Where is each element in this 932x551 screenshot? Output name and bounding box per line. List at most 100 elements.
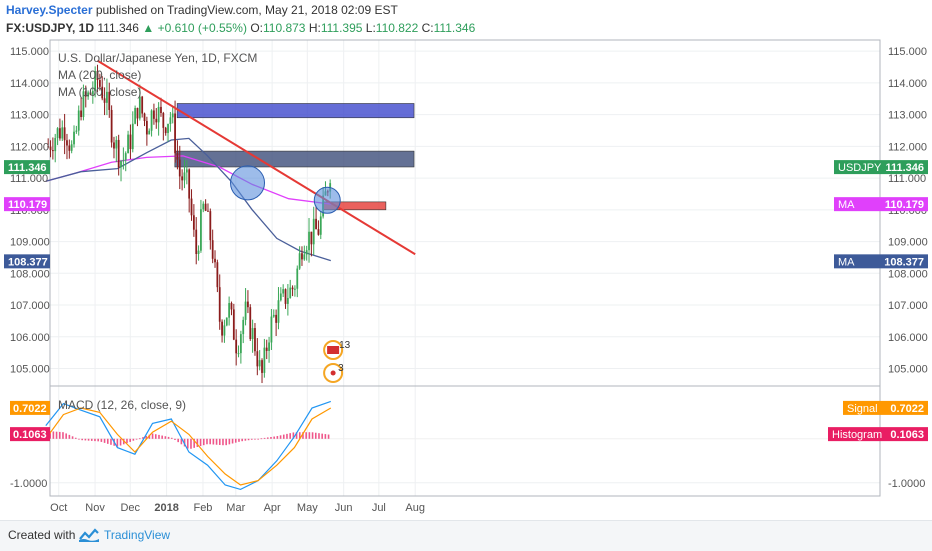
macd-histogram-bar bbox=[321, 433, 323, 439]
close-value: 111.346 bbox=[433, 21, 476, 35]
candle-body bbox=[91, 91, 94, 95]
macd-histogram-bar bbox=[65, 433, 67, 439]
macd-histogram-bar bbox=[151, 433, 154, 439]
tradingview-brand-link[interactable]: TradingView bbox=[104, 528, 171, 542]
candle-body bbox=[289, 287, 292, 298]
event-dot-icon bbox=[330, 370, 336, 376]
macd-histogram-bar bbox=[103, 438, 106, 443]
quote-header: FX:USDJPY, 1D 111.346 ▲ +0.610 (+0.55%) … bbox=[6, 21, 475, 35]
macd-histogram-bar bbox=[180, 438, 183, 445]
ma200-line bbox=[45, 155, 331, 205]
candle-body bbox=[228, 303, 231, 318]
candle-body bbox=[66, 140, 68, 146]
signal-tag-right-value: 0.7022 bbox=[890, 403, 924, 415]
candle-body bbox=[56, 128, 59, 138]
trendline bbox=[96, 59, 416, 256]
candle-body bbox=[232, 309, 235, 340]
x-tick-label: Mar bbox=[226, 502, 245, 514]
macd-histogram-bar bbox=[49, 431, 51, 439]
close-label: C: bbox=[421, 21, 434, 35]
candle-body bbox=[115, 139, 118, 149]
macd-histogram-bar bbox=[58, 431, 61, 439]
ma100-legend[interactable]: MA (100, close) bbox=[58, 85, 141, 99]
y-tick-label-left: 111.000 bbox=[10, 173, 48, 185]
candle-body bbox=[131, 123, 134, 150]
trendline-layer[interactable] bbox=[96, 59, 416, 256]
macd-histogram-bar bbox=[71, 436, 74, 439]
candle-body bbox=[108, 91, 111, 110]
candle-body bbox=[141, 96, 144, 114]
macd-histogram-bar bbox=[215, 438, 218, 445]
macd-histogram-bar bbox=[62, 432, 64, 439]
candle-body bbox=[160, 106, 162, 114]
candle-body bbox=[305, 250, 308, 255]
candle-body bbox=[230, 303, 233, 310]
candle-body bbox=[73, 131, 75, 145]
price-tag-left-bg bbox=[4, 160, 50, 175]
macd-histogram-bar bbox=[292, 432, 295, 439]
ma200-legend[interactable]: MA (200, close) bbox=[58, 68, 141, 82]
y-tick-label-right: 105.000 bbox=[888, 364, 928, 376]
candle-body bbox=[294, 288, 296, 290]
candle-body bbox=[207, 210, 209, 212]
ma100-line bbox=[45, 137, 331, 262]
macd-histogram-bar bbox=[298, 432, 301, 439]
macd-histogram-bar bbox=[225, 438, 227, 446]
x-tick-label: Aug bbox=[405, 502, 425, 514]
macd-histogram-bar bbox=[250, 438, 253, 440]
candle-body bbox=[286, 297, 289, 304]
candle-body bbox=[75, 130, 78, 132]
candle-body bbox=[301, 253, 303, 260]
candle-body bbox=[223, 325, 226, 336]
macd-histogram-bar bbox=[199, 438, 202, 447]
candle-body bbox=[204, 203, 207, 211]
us-flag-icon bbox=[327, 346, 340, 354]
macd-histogram-bar bbox=[138, 438, 141, 440]
candle-body bbox=[167, 123, 169, 134]
price-tag-right-value: 108.377 bbox=[884, 256, 924, 268]
candle-body bbox=[49, 146, 52, 151]
candle-body bbox=[70, 144, 73, 151]
macd-histogram-bar bbox=[142, 437, 144, 439]
candle-body bbox=[190, 198, 193, 216]
y-tick-label-left: 106.000 bbox=[10, 332, 50, 344]
candle-body bbox=[303, 254, 306, 260]
macd-histogram-bar bbox=[116, 438, 119, 447]
events-layer[interactable]: 13 3 bbox=[323, 340, 351, 383]
candle-body bbox=[277, 300, 280, 323]
macd-histogram-bar bbox=[324, 434, 327, 439]
macd-legend[interactable]: MACD (12, 26, close, 9) bbox=[58, 398, 186, 412]
macd-histogram-bar bbox=[106, 438, 109, 444]
candle-body bbox=[138, 96, 141, 119]
macd-histogram-bar bbox=[186, 438, 189, 449]
macd-histogram-bar bbox=[170, 437, 173, 439]
candle-body bbox=[124, 153, 127, 160]
candle-body bbox=[188, 169, 191, 199]
signal-tag-left-bg bbox=[10, 400, 50, 415]
y-tick-label-left: 107.000 bbox=[10, 300, 50, 312]
tradingview-logo-icon[interactable] bbox=[78, 527, 100, 543]
candle-body bbox=[101, 86, 104, 99]
author-link[interactable]: Harvey.Specter bbox=[6, 3, 93, 17]
price-tag-left-value: 110.179 bbox=[8, 199, 47, 211]
highlight-circle-2 bbox=[313, 186, 341, 214]
candle-body bbox=[148, 130, 151, 135]
macd-histogram-bar bbox=[74, 437, 77, 439]
candle-body bbox=[80, 110, 82, 118]
candle-body bbox=[197, 250, 200, 254]
candle-body bbox=[143, 113, 146, 121]
candle-body bbox=[284, 289, 287, 304]
candle-body bbox=[218, 287, 221, 322]
macd-histogram-bar bbox=[260, 438, 263, 440]
high-value: 111.395 bbox=[320, 21, 363, 35]
candle-body bbox=[136, 107, 139, 119]
macd-histogram-bar bbox=[222, 438, 224, 446]
candle-body bbox=[106, 91, 108, 103]
macd-histogram-bar bbox=[295, 432, 298, 439]
candle-body bbox=[211, 240, 214, 259]
circles-layer[interactable] bbox=[230, 165, 341, 214]
price-chart[interactable]: 115.000 115.000 114.000 114.000 113.000 113.0… bbox=[0, 0, 932, 520]
candle-body bbox=[261, 360, 263, 373]
macd-histogram-bar bbox=[228, 438, 231, 445]
